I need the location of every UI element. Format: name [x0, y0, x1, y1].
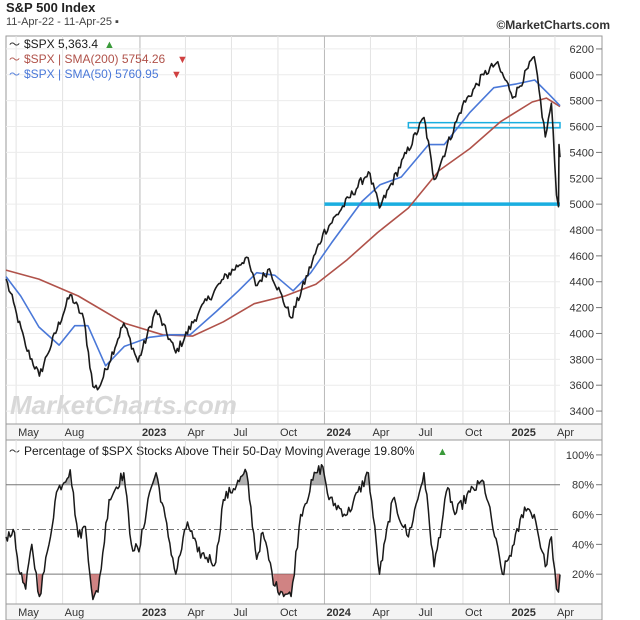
price-grid	[6, 36, 560, 424]
y-tick-label: 20%	[572, 569, 594, 581]
y-tick-label: 4200	[570, 303, 594, 315]
x-tick-label: Apr	[372, 607, 389, 619]
x-axis-top: May Aug 2023 Apr Jul Oct 2024 Apr Jul Oct 2025 Apr	[18, 427, 574, 439]
y-tick-label: 5000	[570, 199, 594, 211]
y-tick-label: 100%	[566, 450, 594, 462]
y-tick-label: 6000	[570, 70, 594, 82]
x-tick-label: Oct	[280, 427, 297, 439]
overbought-fill	[120, 472, 124, 485]
legend-sma50-icon: 〜	[9, 69, 20, 81]
x-tick-label: 2025	[511, 427, 535, 439]
y-tick-label: 60%	[572, 510, 594, 522]
x-tick-label: 2023	[142, 607, 166, 619]
y-tick-label: 4800	[570, 225, 594, 237]
price-annotations	[324, 121, 561, 206]
x-tick-label: 2024	[326, 607, 351, 619]
down-arrow-icon: ▼	[177, 54, 188, 66]
y-tick-label: 5600	[570, 122, 594, 134]
date-range: 11-Apr-22 - 11-Apr-25 ▪	[6, 16, 119, 28]
overbought-fill	[237, 469, 249, 485]
breadth-title: Percentage of $SPX Stocks Above Their 50…	[24, 444, 415, 458]
x-axis-bottom: May Aug 2023 Apr Jul Oct 2024 Apr Jul Oct 2025 Apr	[18, 607, 574, 619]
x-tick-label: Oct	[465, 427, 482, 439]
legend-price: $SPX 5,363.4	[24, 37, 98, 51]
oversold-fill	[37, 574, 43, 597]
resistance-band	[407, 121, 561, 129]
x-tick-label: May	[18, 607, 39, 619]
y-tick-label: 40%	[572, 539, 594, 551]
breadth-line	[5, 463, 561, 601]
x-tick-label: Oct	[465, 607, 482, 619]
legend-price-icon: 〜	[9, 39, 20, 51]
breadth-y-axis: 20% 40% 60% 80% 100%	[566, 450, 602, 581]
legend: 〜 $SPX 5,363.4 ▲ 〜 $SPX | SMA(200) 5754.…	[9, 37, 188, 81]
y-tick-label: 5200	[570, 173, 594, 185]
x-tick-label: Apr	[372, 427, 389, 439]
down-arrow-icon: ▼	[171, 69, 182, 81]
x-tick-label: 2023	[142, 427, 166, 439]
price-line	[5, 55, 561, 391]
y-tick-label: 4000	[570, 328, 594, 340]
overbought-fill	[64, 469, 71, 485]
x-tick-label: Apr	[557, 607, 574, 619]
x-tick-label: Aug	[65, 427, 85, 439]
legend-sma50: $SPX | SMA(50) 5760.95	[24, 67, 159, 81]
x-tick-label: 2025	[511, 607, 535, 619]
legend-sma200-icon: 〜	[9, 54, 20, 66]
chart-title: S&P 500 Index	[6, 0, 96, 15]
price-y-axis: 3400 3600 3800 4000 4200 4400 4600 4800 5000 5200…	[570, 44, 602, 418]
y-tick-label: 80%	[572, 480, 594, 492]
breadth-panel	[5, 439, 603, 605]
x-axis-band-bottom	[5, 603, 603, 620]
x-tick-label: Jul	[418, 607, 432, 619]
y-tick-label: 3400	[570, 406, 594, 418]
legend-sma200: $SPX | SMA(200) 5754.26	[24, 52, 166, 66]
x-tick-label: Apr	[187, 607, 204, 619]
x-tick-label: May	[18, 427, 39, 439]
x-tick-label: Jul	[418, 427, 432, 439]
x-tick-label: Jul	[233, 427, 247, 439]
up-arrow-icon: ▲	[437, 446, 448, 458]
y-tick-label: 3600	[570, 380, 594, 392]
breadth-legend: 〜 Percentage of $SPX Stocks Above Their …	[9, 444, 448, 458]
breadth-series	[5, 463, 561, 601]
x-tick-label: Oct	[280, 607, 297, 619]
watermark: MarketCharts.com	[10, 390, 237, 420]
y-tick-label: 5800	[570, 96, 594, 108]
site-credit: ©MarketCharts.com	[496, 18, 610, 32]
x-tick-label: Apr	[187, 427, 204, 439]
breadth-icon: 〜	[9, 446, 20, 458]
y-tick-label: 4600	[570, 251, 594, 263]
y-tick-label: 6200	[570, 44, 594, 56]
x-tick-label: 2024	[326, 427, 351, 439]
overbought-fill	[311, 464, 326, 485]
x-tick-label: Apr	[557, 427, 574, 439]
oversold-fill	[273, 574, 295, 597]
x-tick-label: Aug	[65, 607, 85, 619]
up-arrow-icon: ▲	[104, 39, 115, 51]
y-tick-label: 3800	[570, 354, 594, 366]
price-series	[5, 55, 561, 391]
y-tick-label: 4400	[570, 277, 594, 289]
breadth-extreme-fills	[22, 464, 560, 600]
x-tick-label: Jul	[233, 607, 247, 619]
sma50-line	[5, 79, 561, 367]
y-tick-label: 5400	[570, 147, 594, 159]
